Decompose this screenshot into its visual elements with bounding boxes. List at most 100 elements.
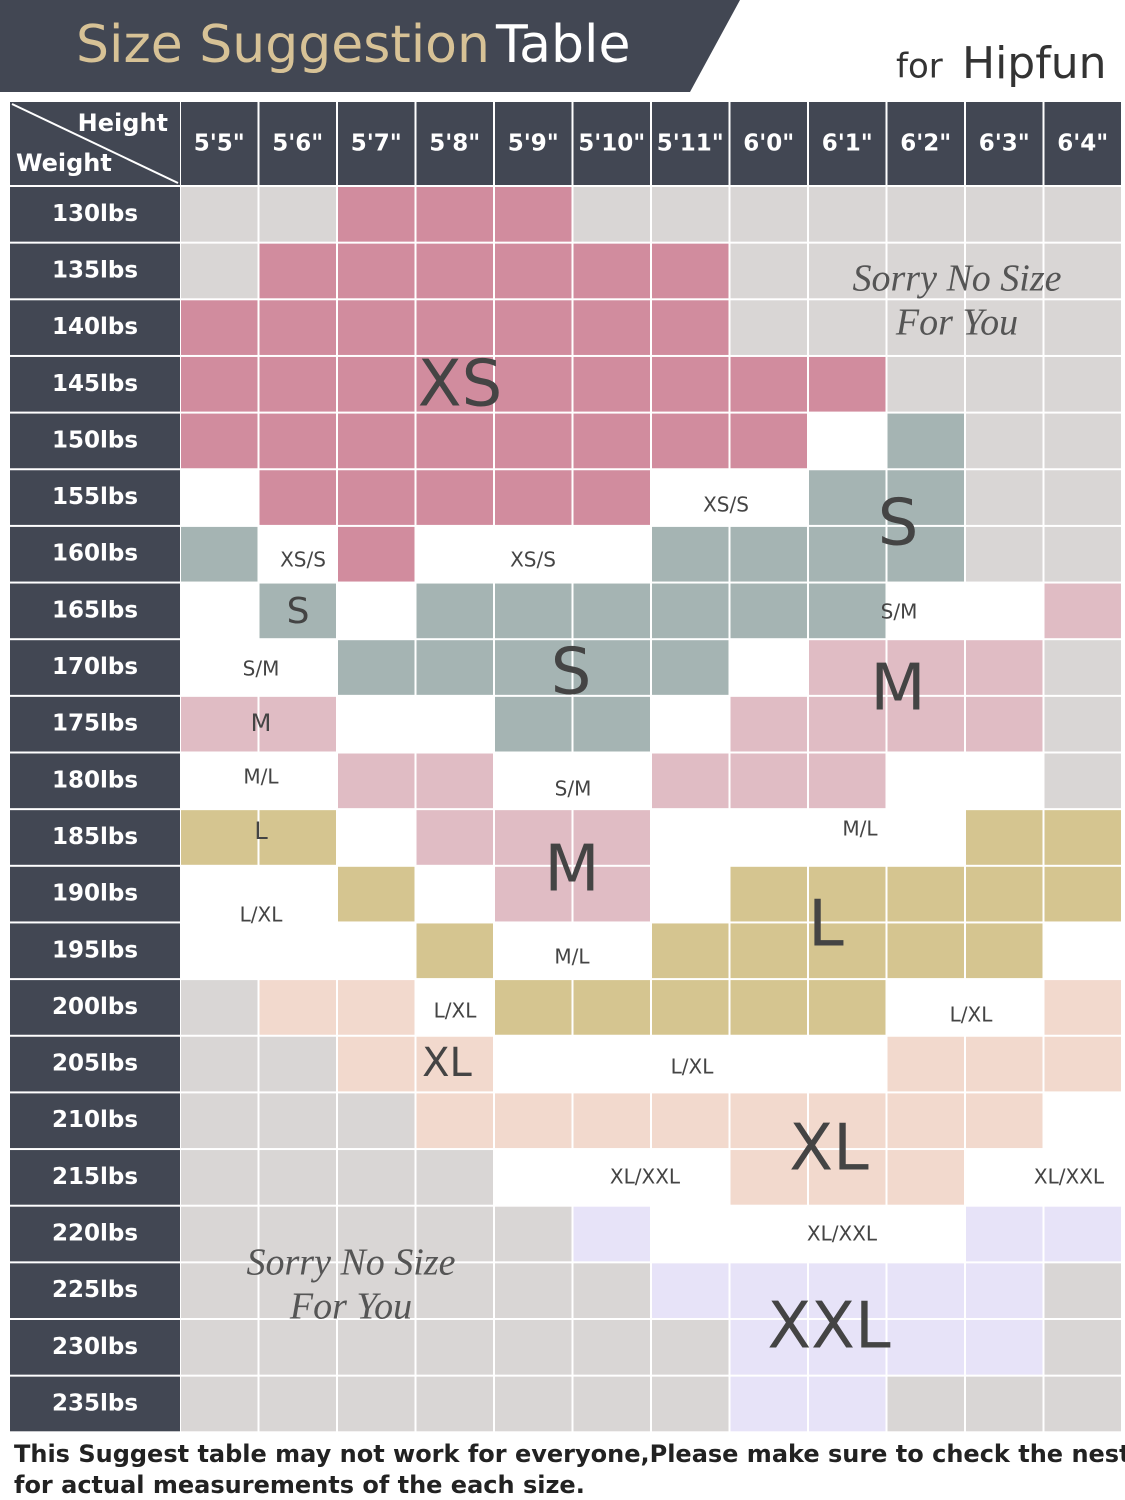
- size-cell: [181, 470, 258, 525]
- size-cell: [181, 640, 258, 695]
- size-cell: [652, 923, 729, 979]
- size-cell: [416, 640, 493, 695]
- row-header-cell: [10, 1093, 180, 1149]
- size-cell: [573, 1206, 650, 1262]
- size-cell: [338, 1206, 415, 1262]
- row-header: 165lbs: [52, 597, 138, 623]
- size-cell: [416, 1263, 493, 1318]
- size-cell: [809, 640, 886, 695]
- column-header-cell: [1044, 102, 1121, 185]
- size-cell: [495, 753, 572, 809]
- size-cell: [966, 356, 1043, 412]
- size-cell: [495, 866, 572, 922]
- size-cell: [887, 640, 964, 695]
- column-header: 5'8": [429, 131, 480, 157]
- row-header: 130lbs: [52, 201, 138, 227]
- row-header-cell: [10, 470, 180, 525]
- size-cell: [809, 187, 886, 242]
- size-cell: [652, 300, 729, 355]
- no-size-note: For You: [895, 302, 1018, 344]
- size-cell: [966, 923, 1043, 979]
- size-cell: [887, 356, 964, 412]
- size-cell: [181, 1206, 258, 1262]
- size-cell: [652, 1263, 729, 1318]
- size-cell: [416, 356, 493, 412]
- size-cell: [416, 1206, 493, 1262]
- row-header-cell: [10, 1376, 180, 1432]
- size-cell: [495, 1093, 572, 1149]
- size-cell: [259, 1376, 336, 1432]
- size-cell: [495, 1376, 572, 1432]
- size-cell: [181, 1093, 258, 1149]
- size-cell: [966, 300, 1043, 355]
- size-cell: [259, 980, 336, 1035]
- size-label: S: [878, 487, 919, 561]
- size-cell: [573, 980, 650, 1035]
- size-cell: [416, 300, 493, 355]
- size-cell: [730, 1206, 807, 1262]
- size-cell: [730, 470, 807, 525]
- size-cell: [495, 583, 572, 639]
- size-cell: [966, 470, 1043, 525]
- size-cell: [1044, 187, 1121, 242]
- size-cell: [181, 526, 258, 582]
- size-cell: [338, 187, 415, 242]
- size-label: M/L: [554, 945, 590, 969]
- size-cell: [730, 1150, 807, 1205]
- size-cell: [730, 1376, 807, 1432]
- size-cell: [966, 1150, 1043, 1205]
- row-header: 175lbs: [52, 711, 138, 737]
- column-header-cell: [887, 102, 964, 185]
- column-header-cell: [495, 102, 572, 185]
- size-cell: [1044, 1036, 1121, 1092]
- size-cell: [338, 356, 415, 412]
- size-cell: [338, 1376, 415, 1432]
- size-cell: [730, 923, 807, 979]
- title-part2: Table: [495, 15, 630, 75]
- row-header-cell: [10, 1036, 180, 1092]
- size-cell: [338, 1150, 415, 1205]
- size-cell: [652, 866, 729, 922]
- column-header: 6'4": [1057, 131, 1108, 157]
- size-cell: [809, 810, 886, 865]
- size-cell: [730, 300, 807, 355]
- size-cell: [1044, 1376, 1121, 1432]
- column-header-cell: [338, 102, 415, 185]
- size-cell: [1044, 470, 1121, 525]
- size-cell: [966, 1206, 1043, 1262]
- size-cell: [966, 583, 1043, 639]
- size-cell: [887, 866, 964, 922]
- size-cell: [338, 1093, 415, 1149]
- size-cell: [495, 187, 572, 242]
- size-cell: [573, 640, 650, 695]
- row-header-cell: [10, 187, 180, 242]
- column-header-cell: [573, 102, 650, 185]
- size-cell: [809, 696, 886, 752]
- size-cell: [495, 526, 572, 582]
- row-header-cell: [10, 980, 180, 1035]
- footer-line: This Suggest table may not work for ever…: [14, 1440, 1125, 1468]
- size-cell: [966, 866, 1043, 922]
- size-cell: [259, 640, 336, 695]
- column-header: 6'2": [900, 131, 951, 157]
- size-cell: [573, 866, 650, 922]
- row-header: 230lbs: [52, 1334, 138, 1360]
- size-cell: [416, 413, 493, 469]
- size-cell: [652, 526, 729, 582]
- size-label: L/XL: [240, 903, 284, 927]
- size-cell: [966, 980, 1043, 1035]
- column-header-cell: [966, 102, 1043, 185]
- row-header-cell: [10, 1263, 180, 1318]
- row-header: 160lbs: [52, 541, 138, 567]
- row-header: 195lbs: [52, 937, 138, 963]
- column-header-cell: [730, 102, 807, 185]
- size-cell: [966, 1320, 1043, 1375]
- row-header-cell: [10, 1150, 180, 1205]
- size-label: L/XL: [671, 1055, 715, 1079]
- size-cell: [495, 243, 572, 299]
- size-label: M: [251, 709, 272, 737]
- size-cell: [652, 1093, 729, 1149]
- row-header-cell: [10, 1320, 180, 1375]
- size-cell: [181, 923, 258, 979]
